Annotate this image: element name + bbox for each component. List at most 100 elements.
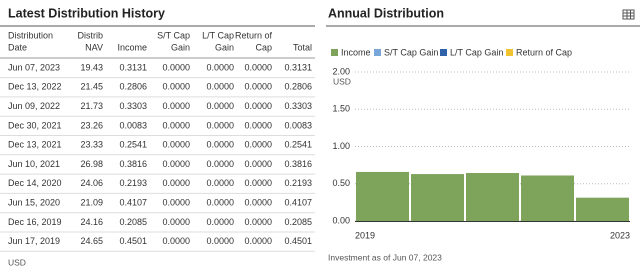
cell: 0.0000 xyxy=(162,197,190,207)
cell: 0.3131 xyxy=(119,62,147,72)
cell: 0.3303 xyxy=(119,101,147,111)
column-header: Return of xyxy=(235,30,273,40)
cell: 0.0000 xyxy=(206,140,234,150)
cell: 0.0000 xyxy=(244,62,272,72)
cell: Jun 07, 2023 xyxy=(8,62,60,72)
cell: 0.0000 xyxy=(244,217,272,227)
cell: 0.0000 xyxy=(206,82,234,92)
cell: 23.33 xyxy=(80,140,103,150)
cell: 0.0000 xyxy=(162,62,190,72)
cell: 21.45 xyxy=(80,82,103,92)
cell: Dec 30, 2021 xyxy=(8,120,62,130)
bar xyxy=(411,174,464,221)
column-header: L/T Cap xyxy=(202,30,234,40)
legend-swatch xyxy=(506,49,513,56)
cell: 0.3816 xyxy=(119,159,147,169)
legend-swatch xyxy=(374,49,381,56)
cell: 0.0000 xyxy=(244,140,272,150)
legend-swatch xyxy=(331,49,338,56)
cell: Dec 14, 2020 xyxy=(8,178,62,188)
column-header: NAV xyxy=(85,42,103,52)
cell: Dec 13, 2022 xyxy=(8,82,62,92)
legend-label: Income xyxy=(341,47,371,57)
cell: 0.3131 xyxy=(284,62,312,72)
cell: 0.0000 xyxy=(244,82,272,92)
cell: Jun 10, 2021 xyxy=(8,159,60,169)
bar xyxy=(576,197,629,221)
column-header: Gain xyxy=(171,42,190,52)
cell: 0.0000 xyxy=(244,101,272,111)
cell: 0.0000 xyxy=(206,178,234,188)
cell: Jun 09, 2022 xyxy=(8,101,60,111)
column-header: Date xyxy=(8,42,27,52)
cell: 0.0000 xyxy=(206,62,234,72)
cell: 0.0000 xyxy=(206,236,234,246)
cell: Dec 13, 2021 xyxy=(8,140,62,150)
column-header: S/T Cap xyxy=(157,30,190,40)
cell: 0.0000 xyxy=(162,120,190,130)
cell: 0.4107 xyxy=(119,197,147,207)
cell: 21.09 xyxy=(80,197,103,207)
cell: 0.0000 xyxy=(206,217,234,227)
cell: 0.0000 xyxy=(206,101,234,111)
cell: 0.0000 xyxy=(162,159,190,169)
cell: 0.0083 xyxy=(284,120,312,130)
cell: 0.0000 xyxy=(244,159,272,169)
bar xyxy=(466,173,519,221)
cell: 0.2541 xyxy=(284,140,312,150)
y-tick-label: 2.00 xyxy=(332,66,350,76)
y-tick-label: 0.00 xyxy=(332,215,350,225)
column-header: Distribution xyxy=(8,30,53,40)
cell: 0.0000 xyxy=(244,120,272,130)
chart-title: Annual Distribution xyxy=(328,6,444,20)
y-tick-label: 1.00 xyxy=(332,141,350,151)
cell: 24.16 xyxy=(80,217,103,227)
cell: 26.98 xyxy=(80,159,103,169)
column-header: Cap xyxy=(255,42,272,52)
legend-label: Return of Cap xyxy=(516,47,572,57)
cell: 23.26 xyxy=(80,120,103,130)
column-header: Income xyxy=(117,42,147,52)
cell: 0.2806 xyxy=(119,82,147,92)
cell: 0.0000 xyxy=(162,217,190,227)
cell: 0.2541 xyxy=(119,140,147,150)
cell: 0.4501 xyxy=(119,236,147,246)
cell: 0.0000 xyxy=(206,120,234,130)
cell: 0.0000 xyxy=(162,82,190,92)
chart-note: Investment as of Jun 07, 2023 xyxy=(328,252,442,262)
cell: Dec 16, 2019 xyxy=(8,217,62,227)
cell: 19.43 xyxy=(80,62,103,72)
legend-swatch xyxy=(440,49,447,56)
cell: Jun 17, 2019 xyxy=(8,236,60,246)
y-unit: USD xyxy=(333,76,351,86)
cell: 0.3816 xyxy=(284,159,312,169)
column-header: Total xyxy=(293,42,312,52)
cell: Jun 15, 2020 xyxy=(8,197,60,207)
cell: 0.0000 xyxy=(244,178,272,188)
column-header: Gain xyxy=(215,42,234,52)
cell: 0.0000 xyxy=(244,236,272,246)
cell: 0.4107 xyxy=(284,197,312,207)
footnote: USD xyxy=(8,257,26,267)
cell: 0.0000 xyxy=(244,197,272,207)
cell: 0.2085 xyxy=(284,217,312,227)
legend-label: L/T Cap Gain xyxy=(450,47,503,57)
table-icon[interactable] xyxy=(622,9,635,20)
x-tick-label: 2023 xyxy=(610,230,630,240)
y-tick-label: 1.50 xyxy=(332,104,350,114)
cell: 0.0083 xyxy=(119,120,147,130)
bar xyxy=(356,171,409,221)
table-title: Latest Distribution History xyxy=(8,6,165,20)
cell: 0.0000 xyxy=(206,159,234,169)
cell: 0.2193 xyxy=(119,178,147,188)
legend-label: S/T Cap Gain xyxy=(384,47,438,57)
cell: 0.0000 xyxy=(162,178,190,188)
x-tick-label: 2019 xyxy=(355,230,375,240)
cell: 24.65 xyxy=(80,236,103,246)
cell: 0.0000 xyxy=(162,101,190,111)
cell: 24.06 xyxy=(80,178,103,188)
cell: 0.0000 xyxy=(162,140,190,150)
bar xyxy=(521,175,574,221)
